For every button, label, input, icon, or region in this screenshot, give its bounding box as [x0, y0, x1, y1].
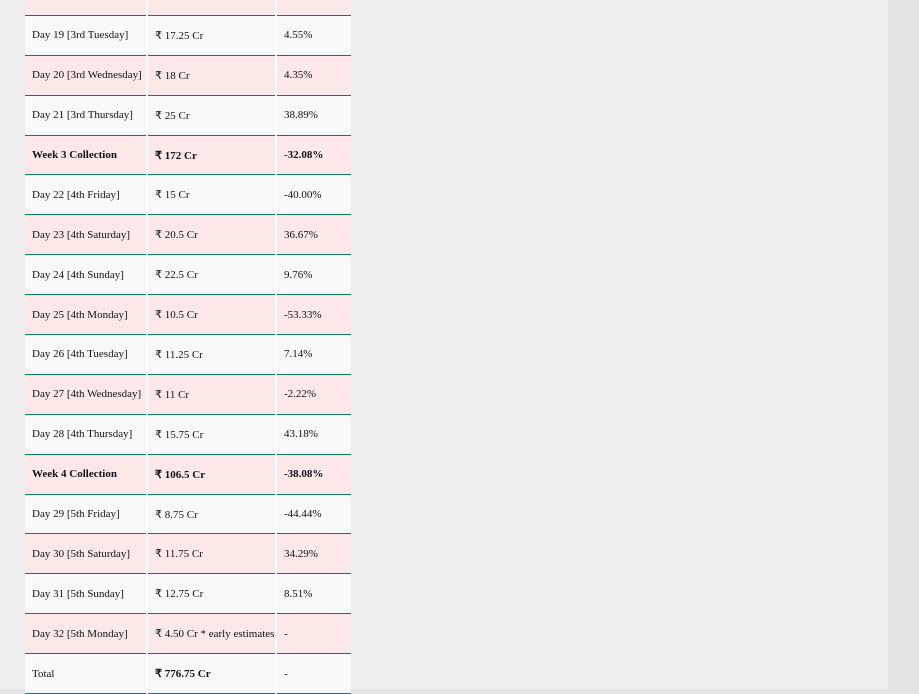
cell: ₹ 172 Cr: [147, 135, 277, 176]
cell: ₹ 20.5 Cr: [147, 214, 277, 256]
row: Day 24 [4th Sunday] ₹ 22.5 Cr 9.76%: [25, 254, 351, 296]
cell: 43.18%: [276, 414, 351, 455]
cell: Day 28 [4th Thursday]: [25, 414, 148, 455]
cell: ₹ 11.75 Cr: [147, 533, 277, 575]
cell: Day 27 [4th Wednesday]: [25, 374, 148, 415]
row: Day 19 [3rd Tuesday] ₹ 17.25 Cr 4.55%: [25, 15, 351, 56]
cell: 34.29%: [276, 533, 351, 575]
cell: 38.89%: [276, 95, 351, 136]
cell: ₹ 4.50 Cr * early estimates: [147, 613, 277, 655]
cell: ₹ 15 Cr: [147, 174, 277, 216]
row: Week 3 Collection ₹ 172 Cr -32.08%: [25, 135, 351, 176]
cell: ₹ 18 Cr: [147, 55, 277, 96]
collection-table: Day 19 [3rd Tuesday] ₹ 17.25 Cr 4.55% Day 2…: [25, 0, 351, 694]
cell: -: [276, 653, 351, 694]
cell: ₹ 10.5 Cr: [147, 294, 277, 336]
cell: Day 29 [5th Friday]: [25, 494, 148, 535]
cell: Total: [25, 653, 148, 694]
cell: 4.35%: [276, 55, 351, 96]
row: Week 4 Collection ₹ 106.5 Cr -38.08%: [25, 454, 351, 495]
cell: ₹ 106.5 Cr: [147, 454, 277, 495]
cell: Day 19 [3rd Tuesday]: [25, 15, 148, 56]
row: Day 25 [4th Monday] ₹ 10.5 Cr -53.33%: [25, 294, 351, 336]
cell: -2.22%: [276, 374, 351, 415]
row: Day 22 [4th Friday] ₹ 15 Cr -40.00%: [25, 174, 351, 216]
cell: ₹ 12.75 Cr: [147, 573, 277, 615]
row: Day 29 [5th Friday] ₹ 8.75 Cr -44.44%: [25, 494, 351, 535]
row: Day 20 [3rd Wednesday] ₹ 18 Cr 4.35%: [25, 55, 351, 96]
row: Total ₹ 776.75 Cr -: [25, 653, 351, 694]
cell: Day 24 [4th Sunday]: [25, 254, 148, 296]
cell: Day 22 [4th Friday]: [25, 174, 148, 216]
cell: -38.08%: [276, 454, 351, 495]
row: Day 21 [3rd Thursday] ₹ 25 Cr 38.89%: [25, 95, 351, 136]
row: [25, 0, 351, 16]
row: Day 26 [4th Tuesday] ₹ 11.25 Cr 7.14%: [25, 334, 351, 375]
cell: ₹ 22.5 Cr: [147, 254, 277, 296]
cell: -44.44%: [276, 494, 351, 535]
cell: -: [276, 613, 351, 655]
row: Day 30 [5th Saturday] ₹ 11.75 Cr 34.29%: [25, 533, 351, 575]
cell: Day 31 [5th Sunday]: [25, 573, 148, 615]
cell: Day 21 [3rd Thursday]: [25, 95, 148, 136]
row: Day 32 [5th Monday] ₹ 4.50 Cr * early est…: [25, 613, 351, 655]
cell: ₹ 11.25 Cr: [147, 334, 277, 375]
cell: Day 32 [5th Monday]: [25, 613, 148, 655]
cell: 4.55%: [276, 15, 351, 56]
row: Day 28 [4th Thursday] ₹ 15.75 Cr 43.18%: [25, 414, 351, 455]
row: Day 27 [4th Wednesday] ₹ 11 Cr -2.22%: [25, 374, 351, 415]
cell: Day 23 [4th Saturday]: [25, 214, 148, 256]
cell: -53.33%: [276, 294, 351, 336]
cell: Week 4 Collection: [25, 454, 148, 495]
row: Day 31 [5th Sunday] ₹ 12.75 Cr 8.51%: [25, 573, 351, 615]
cell: ₹ 776.75 Cr: [147, 653, 277, 694]
cell: 8.51%: [276, 573, 351, 615]
cell: Day 20 [3rd Wednesday]: [25, 55, 148, 96]
cell: Day 25 [4th Monday]: [25, 294, 148, 336]
cell: ₹ 15.75 Cr: [147, 414, 277, 455]
cell: ₹ 17.25 Cr: [147, 15, 277, 56]
cell: ₹ 11 Cr: [147, 374, 277, 415]
cell: 36.67%: [276, 214, 351, 256]
cell: 9.76%: [276, 254, 351, 296]
cell: Week 3 Collection: [25, 135, 148, 176]
content: Day 19 [3rd Tuesday] ₹ 17.25 Cr 4.55% Day 2…: [25, 0, 351, 694]
cell: Day 30 [5th Saturday]: [25, 533, 148, 575]
cell: Day 26 [4th Tuesday]: [25, 334, 148, 375]
cell: ₹ 8.75 Cr: [147, 494, 277, 535]
cell: ₹ 25 Cr: [147, 95, 277, 136]
row: Day 23 [4th Saturday] ₹ 20.5 Cr 36.67%: [25, 214, 351, 256]
cell: -32.08%: [276, 135, 351, 176]
cell: -40.00%: [276, 174, 351, 216]
cell: 7.14%: [276, 334, 351, 375]
